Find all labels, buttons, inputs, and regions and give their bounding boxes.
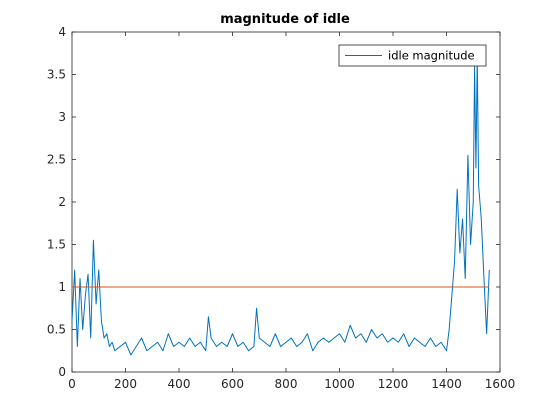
x-tick-label: 1400 — [431, 377, 462, 391]
y-tick-label: 3 — [58, 110, 66, 124]
y-tick-label: 0 — [58, 365, 66, 379]
y-tick-label: 2 — [58, 195, 66, 209]
y-tick-label: 1.5 — [47, 238, 66, 252]
legend: idle magnitude — [338, 44, 487, 67]
series-line-idle-magnitude — [71, 57, 490, 356]
x-tick-label: 800 — [275, 377, 298, 391]
y-tick-label: 0.5 — [47, 323, 66, 337]
legend-box — [338, 44, 487, 67]
y-axis: 0 0.5 1 1.5 2 2.5 3 3.5 4 — [47, 25, 500, 379]
y-tick-label: 1 — [58, 280, 66, 294]
plot-area — [71, 31, 501, 373]
y-tick-label: 4 — [58, 25, 66, 39]
series-layer — [71, 57, 490, 356]
x-tick-label: 1600 — [485, 377, 516, 391]
x-tick-label: 200 — [114, 377, 137, 391]
x-tick-label: 400 — [168, 377, 191, 391]
y-tick-label: 3.5 — [47, 68, 66, 82]
legend-label-idle-magnitude: idle magnitude — [388, 49, 475, 63]
x-tick-label: 600 — [221, 377, 244, 391]
x-tick-label: 1200 — [378, 377, 409, 391]
axes-box — [71, 31, 501, 373]
y-tick-label: 2.5 — [47, 153, 66, 167]
x-axis: 0 200 400 600 800 1000 1200 1400 1600 — [68, 32, 515, 391]
chart-title: magnitude of idle — [220, 12, 350, 27]
x-tick-label: 0 — [68, 377, 76, 391]
x-tick-label: 1000 — [324, 377, 355, 391]
